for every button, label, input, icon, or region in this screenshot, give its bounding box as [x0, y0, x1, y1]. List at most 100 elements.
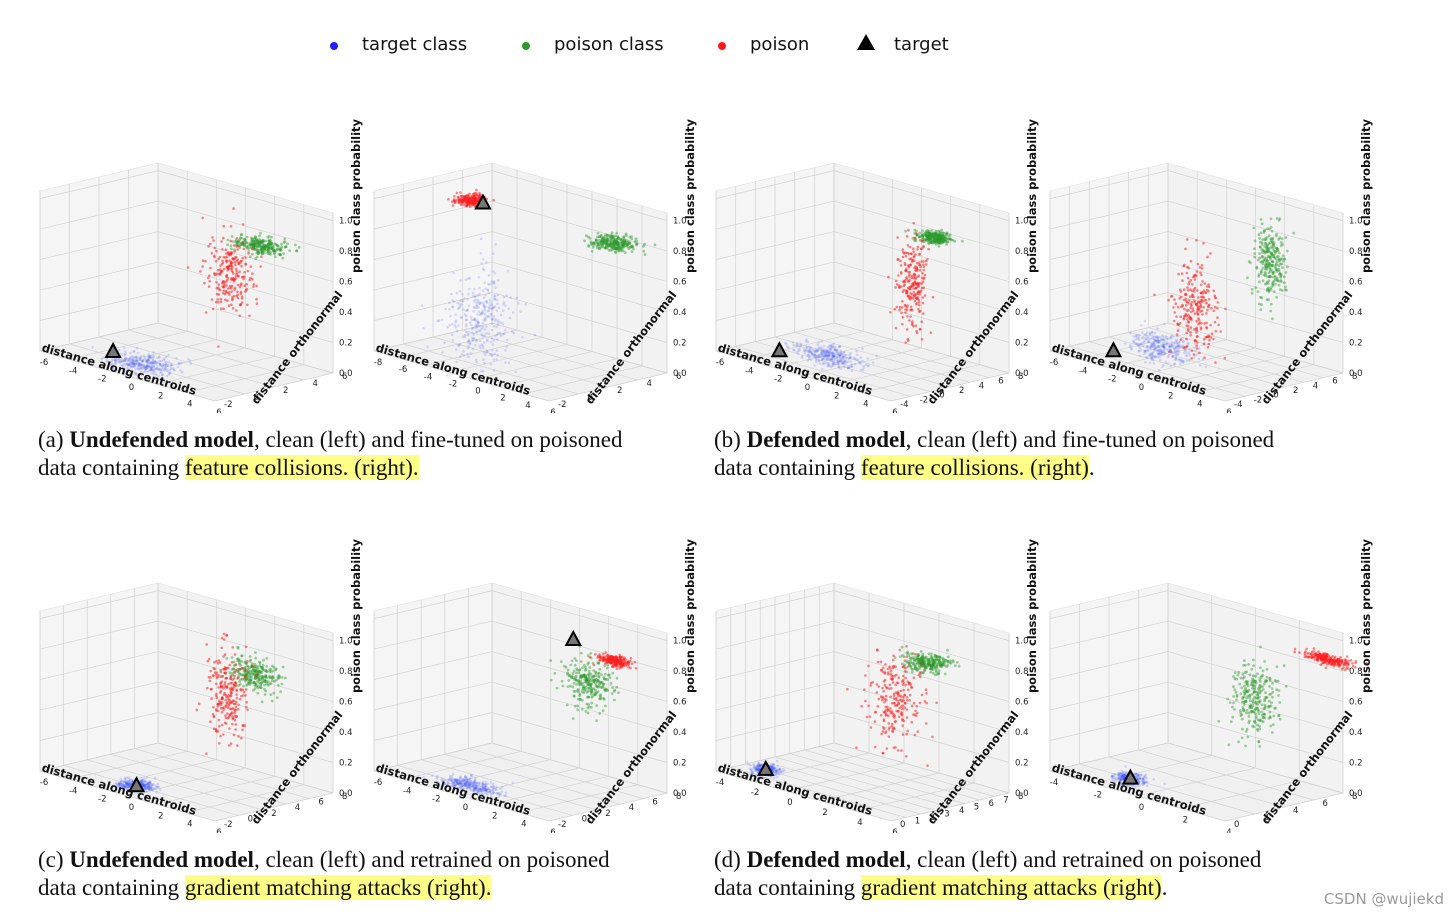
target-class-cloud-point [161, 373, 164, 377]
poison-class-cloud-point [247, 680, 251, 683]
target-class-cloud-point [478, 329, 482, 333]
poison-class-cloud-point [1258, 245, 1262, 249]
poison-class-cloud-point [572, 695, 576, 698]
poison-class-cloud-point [1268, 263, 1271, 266]
poison-cloud-point [1195, 344, 1198, 347]
poison-class-cloud-point [260, 248, 264, 252]
target-class-cloud-point [476, 319, 479, 323]
target-class-cloud-point [474, 788, 478, 791]
target-class-cloud-point [473, 783, 476, 786]
target-class-cloud-point [1170, 342, 1173, 346]
target-class-cloud-point [481, 309, 484, 313]
target-class-cloud-point [149, 367, 153, 370]
poison-cloud-point [255, 284, 258, 288]
target-class-cloud-point [481, 321, 485, 325]
poison-class-cloud-point [1280, 262, 1284, 266]
target-class-cloud-point [485, 331, 488, 335]
poison-class-cloud-point [613, 245, 616, 249]
poison-class-cloud-point [549, 659, 553, 662]
target-class-cloud-point [482, 783, 485, 786]
target-class-cloud-point [125, 782, 128, 785]
grid-line [39, 651, 159, 680]
target-class-cloud-point [129, 361, 132, 365]
poison-class-cloud-point [595, 244, 599, 248]
target-class-cloud-point [122, 786, 125, 789]
poison-class-cloud-point [932, 238, 936, 242]
poison-class-cloud-point [933, 240, 937, 244]
poison-class-cloud-point [584, 234, 588, 238]
poison-cloud-point [1205, 321, 1208, 325]
target-class-cloud-point [1151, 351, 1155, 354]
target-class-cloud-point [841, 355, 844, 359]
target-class-cloud-point [822, 356, 825, 359]
poison-class-cloud-point [1259, 308, 1263, 311]
poison-class-cloud-point [632, 247, 635, 251]
target-class-cloud-point [813, 353, 817, 356]
target-class-cloud-point [1138, 333, 1141, 337]
target-class-cloud-point [136, 356, 139, 359]
target-class-cloud-point [126, 362, 129, 365]
target-class-cloud-point [461, 293, 464, 296]
target-class-cloud-point [814, 356, 817, 359]
poison-class-cloud-point [278, 674, 281, 678]
poison-class-cloud-point [254, 257, 257, 261]
target-class-cloud-point [830, 357, 834, 361]
poison-class-cloud-point [264, 689, 268, 693]
target-class-cloud-point [467, 782, 470, 786]
poison-class-cloud-point [1264, 238, 1268, 242]
target-class-cloud-point [447, 782, 451, 785]
poison-class-cloud [904, 228, 964, 248]
poison-class-cloud-point [620, 244, 624, 248]
poison-cloud-point [917, 307, 920, 311]
target-class-cloud-point [505, 338, 509, 342]
poison-class-cloud-point [271, 674, 275, 678]
y-tick-label: 4 [647, 379, 652, 389]
poison-class-cloud-point [1279, 257, 1283, 261]
poison-class-cloud-point [1260, 255, 1264, 258]
poison-class-cloud-point [263, 680, 267, 683]
poison-class-cloud-point [252, 242, 255, 246]
poison-class-cloud-point [1260, 243, 1264, 246]
poison-cloud-point [232, 733, 236, 737]
z-tick-label: 0.0 [1349, 369, 1363, 379]
poison-class-cloud-point [599, 233, 603, 237]
target-class-cloud-point [483, 784, 486, 788]
poison-class-cloud-point [297, 246, 301, 249]
target-class-cloud-point [120, 359, 123, 362]
target-class-cloud-point [818, 353, 821, 356]
target-class-cloud-point [119, 777, 122, 781]
poison-cloud-point [475, 201, 478, 205]
poison-class-cloud-point [938, 234, 941, 238]
target-class-cloud-point [110, 359, 114, 363]
target-class-cloud-point [129, 362, 132, 366]
target-class-cloud-point [490, 307, 493, 310]
target-class-cloud-point [114, 360, 117, 364]
target-class-cloud-point [1198, 347, 1201, 350]
poison-class-cloud-point [935, 236, 939, 239]
target-class-cloud-point [471, 788, 475, 792]
target-class-cloud-point [834, 361, 838, 365]
poison-class-cloud-point [1268, 274, 1272, 278]
poison-cloud-point [251, 272, 254, 275]
target-class-cloud-point [484, 294, 487, 297]
poison-class-cloud-point [263, 245, 267, 249]
poison-cloud-point [1176, 322, 1179, 326]
target-class-cloud-point [160, 359, 163, 363]
poison-class-cloud-point [1260, 251, 1264, 254]
target-class-cloud-point [126, 363, 129, 366]
target-class-cloud-point [1167, 342, 1170, 346]
poison-class-cloud-point [269, 242, 272, 246]
poison-cloud-point [468, 200, 472, 204]
target-class-cloud-point [862, 364, 865, 368]
target-class-cloud-point [809, 346, 813, 349]
poison-cloud-point [235, 696, 239, 700]
target-class-cloud-point [1165, 341, 1168, 344]
target-class-cloud-point [471, 782, 474, 785]
target-class-cloud-point [820, 351, 824, 354]
target-class-cloud-point [821, 362, 825, 366]
poison-cloud-point [244, 263, 247, 266]
target-class-cloud-point [147, 365, 150, 368]
poison-cloud-point [225, 676, 228, 680]
target-class-cloud-point [839, 356, 842, 360]
poison-class-cloud-point [932, 239, 935, 243]
